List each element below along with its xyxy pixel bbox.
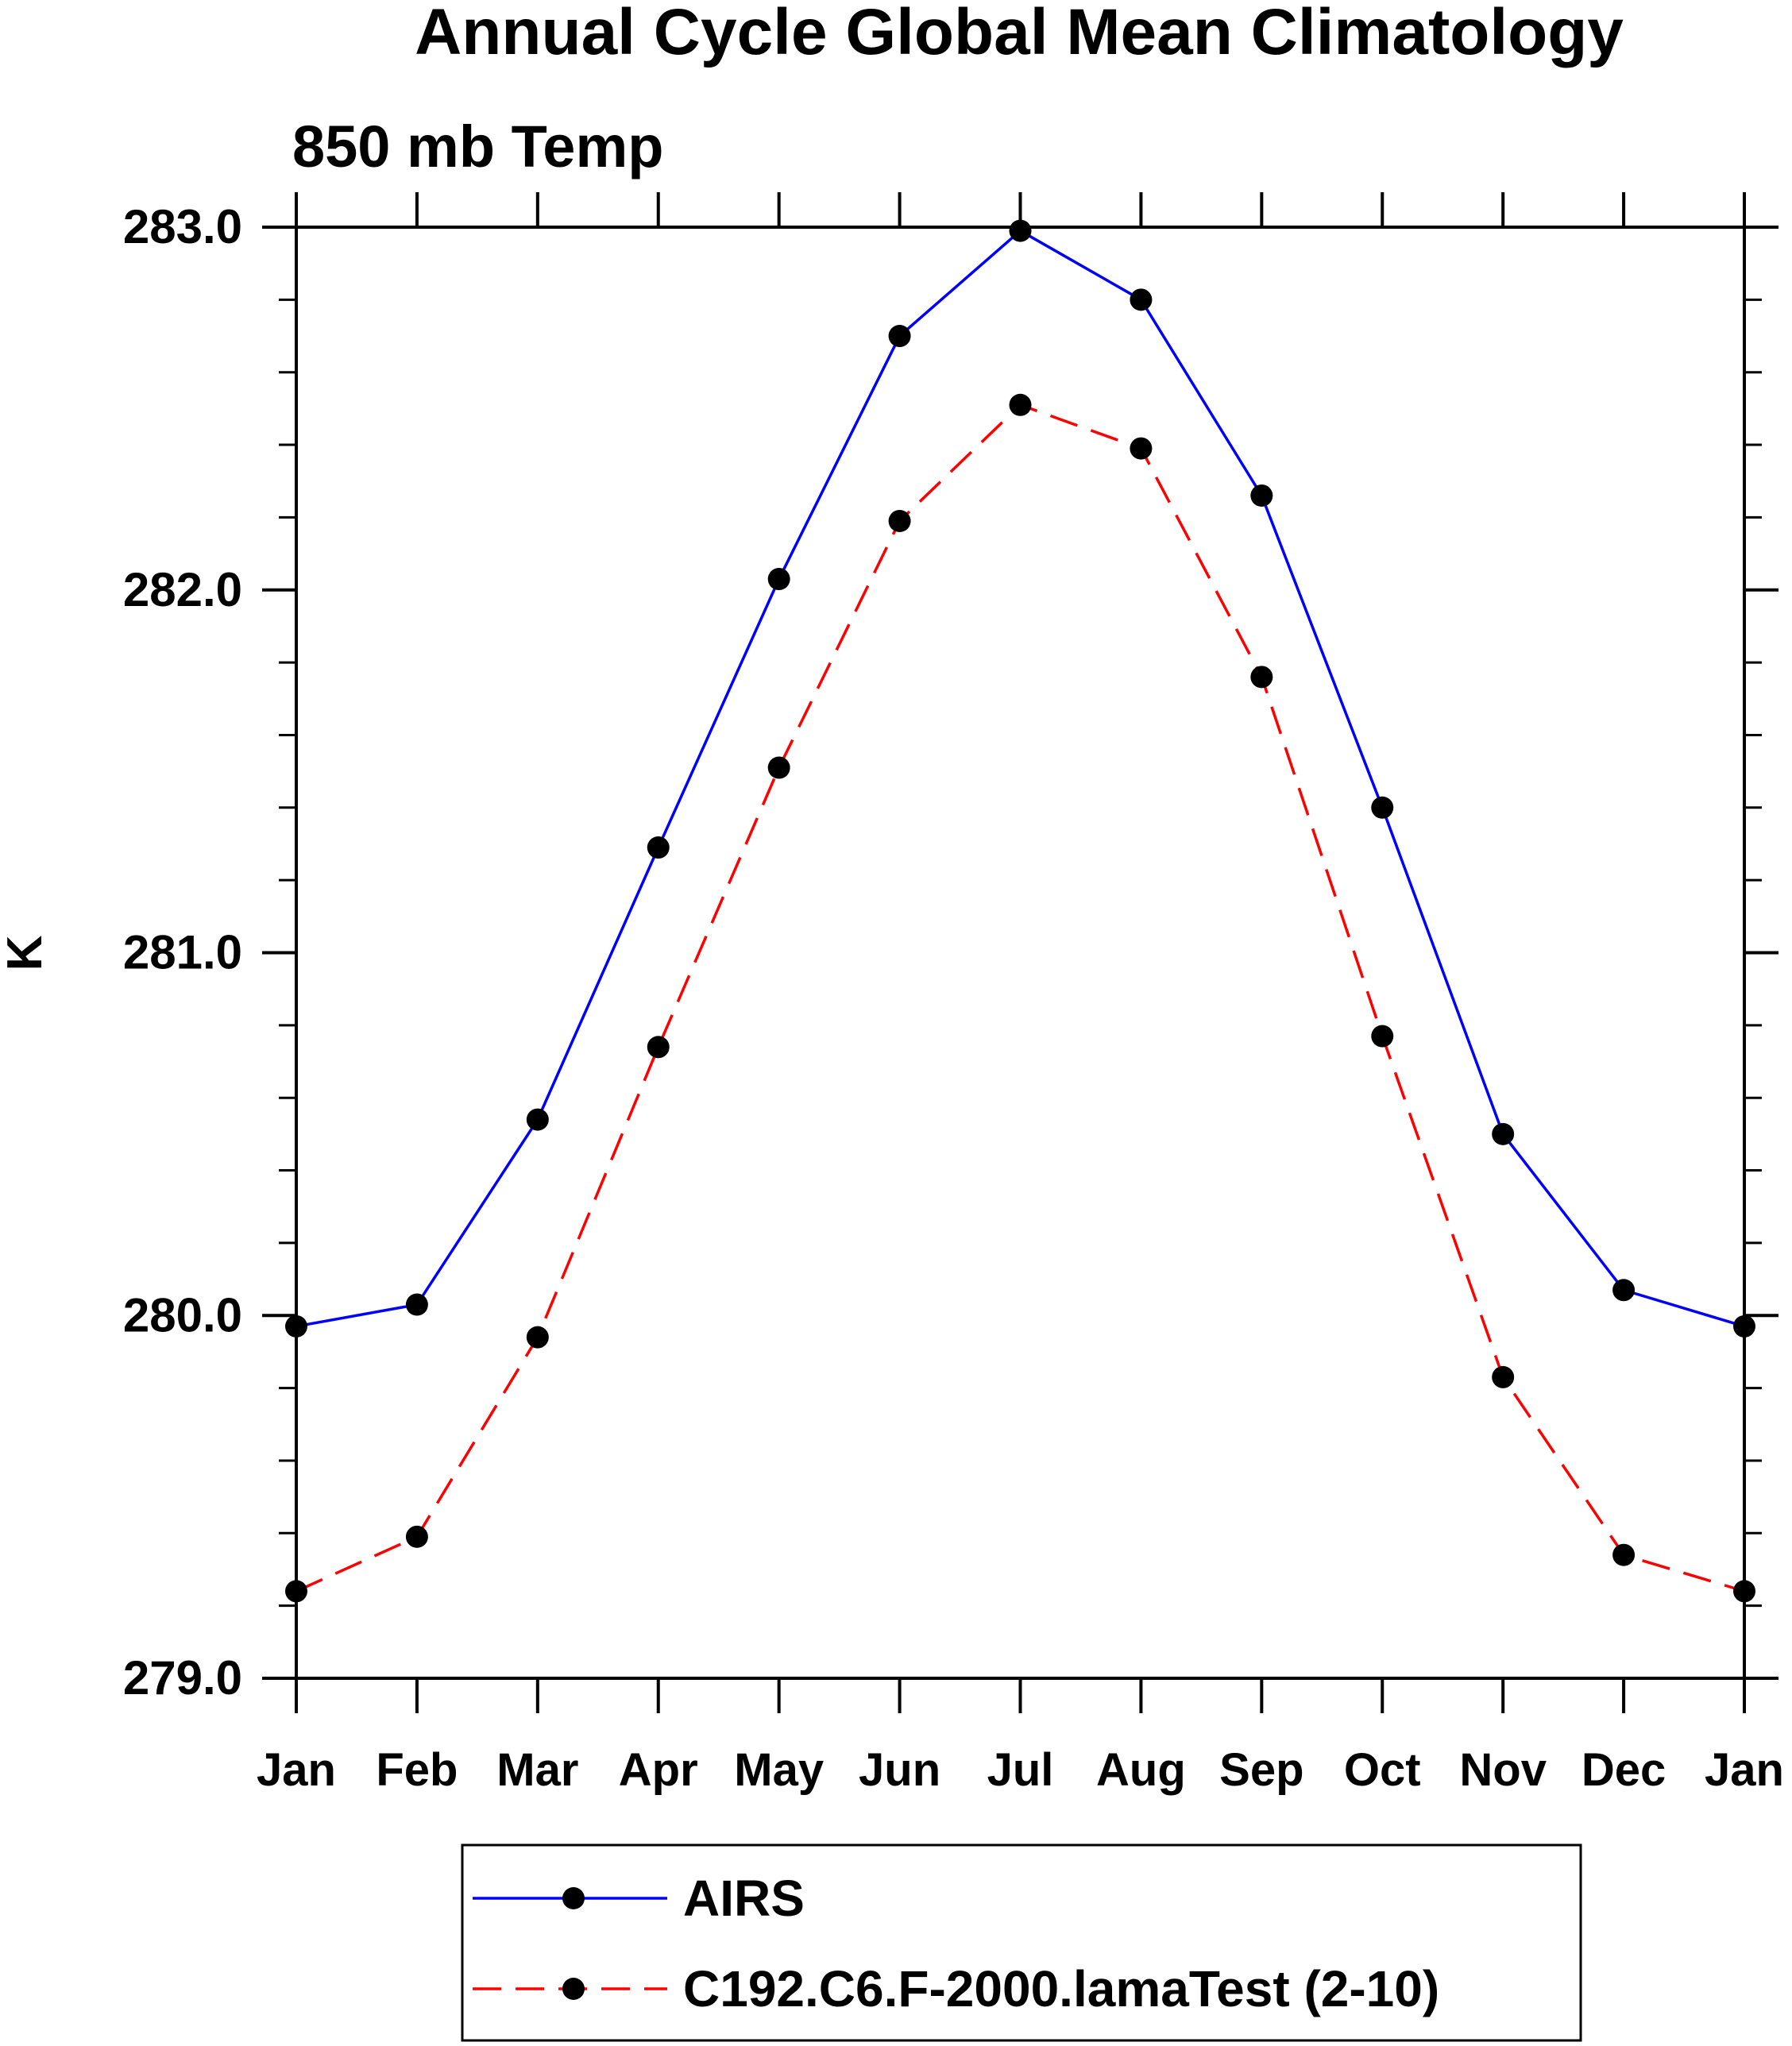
legend-label-0: AIRS bbox=[683, 1870, 805, 1927]
data-point bbox=[1371, 796, 1394, 819]
x-tick-label: Jan bbox=[257, 1744, 336, 1796]
data-point bbox=[1612, 1279, 1636, 1302]
data-point bbox=[1250, 484, 1273, 507]
data-point bbox=[1371, 1025, 1394, 1048]
x-tick-label: Aug bbox=[1096, 1744, 1186, 1796]
data-point bbox=[1009, 393, 1032, 416]
series-points bbox=[285, 219, 1755, 1603]
y-axis-label: K bbox=[0, 935, 52, 971]
y-tick-label: 283.0 bbox=[123, 200, 242, 253]
x-tick-label: Dec bbox=[1582, 1744, 1666, 1796]
data-point bbox=[647, 836, 670, 859]
chart-subtitle: 850 mb Temp bbox=[292, 114, 663, 180]
axis-ticks bbox=[262, 192, 1778, 1713]
data-point bbox=[888, 325, 911, 348]
data-point bbox=[405, 1525, 428, 1548]
data-point bbox=[526, 1326, 549, 1349]
data-point bbox=[1130, 288, 1153, 311]
x-tick-label: Jan bbox=[1705, 1744, 1784, 1796]
data-point bbox=[1009, 219, 1032, 242]
y-tick-label: 282.0 bbox=[123, 563, 242, 616]
legend-entries: AIRS C192.C6.F-2000.lamaTest (2-10) bbox=[473, 1870, 1439, 2017]
data-point bbox=[888, 509, 911, 532]
legend: AIRS C192.C6.F-2000.lamaTest (2-10) bbox=[461, 1843, 1582, 2042]
legend-label-1: C192.C6.F-2000.lamaTest (2-10) bbox=[683, 1960, 1439, 2017]
x-tick-label: May bbox=[734, 1744, 824, 1796]
legend-box bbox=[461, 1843, 1582, 2042]
data-point bbox=[405, 1293, 428, 1316]
data-point bbox=[1492, 1365, 1515, 1388]
x-tick-label: Mar bbox=[496, 1744, 578, 1796]
legend-marker-0 bbox=[562, 1887, 585, 1909]
data-point bbox=[1492, 1122, 1515, 1145]
data-point bbox=[526, 1108, 549, 1131]
x-tick-label: Sep bbox=[1219, 1744, 1303, 1796]
x-tick-label: Jul bbox=[987, 1744, 1054, 1796]
data-point bbox=[767, 568, 790, 591]
y-tick-label: 280.0 bbox=[123, 1288, 242, 1341]
y-tick-label: 281.0 bbox=[123, 926, 242, 979]
series-lines bbox=[295, 229, 1745, 1593]
x-tick-labels: Jan Feb Mar Apr May Jun Jul Aug Sep Oct Nov Dec Jan bbox=[257, 1744, 1784, 1796]
data-point bbox=[1250, 666, 1273, 689]
x-tick-label: Apr bbox=[619, 1744, 698, 1796]
data-point bbox=[1612, 1543, 1636, 1566]
data-point bbox=[767, 756, 790, 779]
x-tick-label: Feb bbox=[376, 1744, 458, 1796]
x-tick-label: Jun bbox=[859, 1744, 940, 1796]
legend-marker-1 bbox=[562, 1978, 585, 2000]
series-line-1 bbox=[295, 403, 1745, 1593]
y-tick-label: 279.0 bbox=[123, 1651, 242, 1704]
data-point bbox=[1130, 437, 1153, 460]
chart-title: Annual Cycle Global Mean Climatology bbox=[415, 0, 1624, 68]
x-tick-label: Oct bbox=[1344, 1744, 1421, 1796]
plot-frame bbox=[295, 226, 1746, 1680]
x-tick-label: Nov bbox=[1459, 1744, 1547, 1796]
y-tick-labels: 279.0 280.0 281.0 282.0 283.0 bbox=[123, 200, 242, 1704]
data-point bbox=[647, 1036, 670, 1059]
